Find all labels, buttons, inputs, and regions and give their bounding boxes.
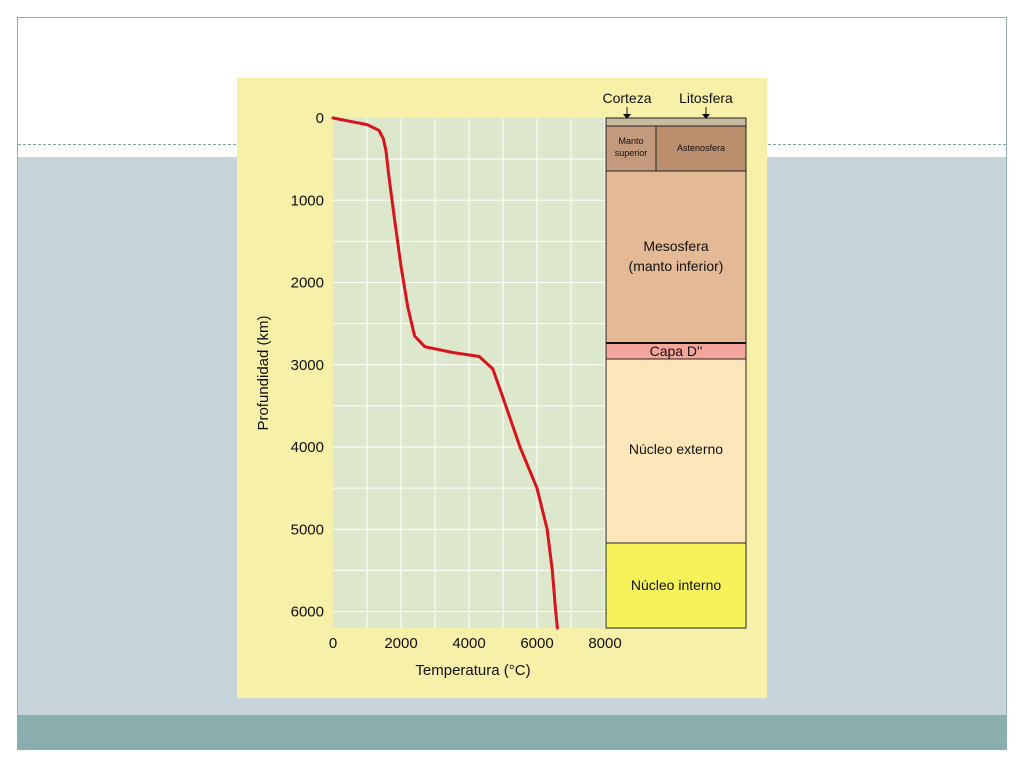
corteza-label: Corteza <box>602 90 651 106</box>
manto-superior-label-line2: superior <box>615 148 648 158</box>
y-tick-label: 5000 <box>291 521 324 538</box>
layer-mesosfera <box>605 170 747 344</box>
nucleo-interno-label: Núcleo interno <box>631 577 721 593</box>
grid <box>333 118 606 628</box>
layer-column: Manto superior Astenosfera Mesosfera (ma… <box>605 117 747 629</box>
litosfera-label: Litosfera <box>679 90 733 106</box>
y-tick-label: 2000 <box>291 275 324 292</box>
x-tick-label: 2000 <box>384 635 417 652</box>
layer-nucleo-externo <box>605 358 747 544</box>
astenosfera-label: Astenosfera <box>677 143 725 153</box>
figure-panel: 0 2000 4000 6000 8000 0 1000 2000 3000 4000 5000 6… <box>237 78 767 698</box>
litosfera-arrow-head <box>702 114 710 119</box>
corteza-arrow-head <box>623 114 631 119</box>
capa-d-label: Capa D'' <box>650 343 703 359</box>
y-axis-title: Profundidad (km) <box>255 315 272 430</box>
slide-bottom-band <box>18 715 1006 749</box>
x-axis-title: Temperatura (°C) <box>415 662 530 679</box>
x-tick-label: 8000 <box>588 635 621 652</box>
chart-svg: 0 2000 4000 6000 8000 0 1000 2000 3000 4000 5000 6… <box>255 90 747 679</box>
y-tick-label: 6000 <box>291 604 324 621</box>
layer-astenosfera <box>655 125 747 172</box>
x-tick-label: 6000 <box>520 635 553 652</box>
manto-superior-label-line1: Manto <box>618 136 643 146</box>
mesosfera-label-line1: Mesosfera <box>643 238 709 254</box>
y-tick-label: 4000 <box>291 439 324 456</box>
y-tick-label: 1000 <box>291 192 324 209</box>
mesosfera-label-line2: (manto inferior) <box>629 258 724 274</box>
temperature-curve <box>331 116 559 630</box>
x-tick-label: 4000 <box>452 635 485 652</box>
y-tick-label: 0 <box>316 110 324 127</box>
x-tick-labels: 0 2000 4000 6000 8000 <box>329 635 622 652</box>
y-tick-label: 3000 <box>291 357 324 374</box>
nucleo-externo-label: Núcleo externo <box>629 441 723 457</box>
layer-nucleo-interno <box>605 542 747 629</box>
y-tick-labels: 0 1000 2000 3000 4000 5000 6000 <box>291 110 324 621</box>
layer-crust <box>605 117 747 127</box>
x-tick-label: 0 <box>329 635 337 652</box>
